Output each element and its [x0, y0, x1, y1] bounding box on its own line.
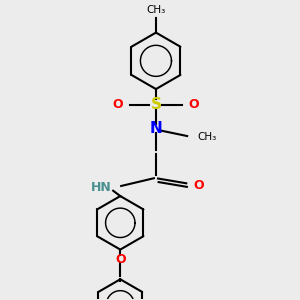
Text: O: O — [115, 253, 126, 266]
Text: S: S — [150, 97, 161, 112]
Text: N: N — [150, 121, 162, 136]
Text: O: O — [193, 179, 204, 192]
Text: O: O — [112, 98, 123, 111]
Text: CH₃: CH₃ — [198, 132, 217, 142]
Text: HN: HN — [91, 181, 111, 194]
Text: CH₃: CH₃ — [146, 5, 166, 15]
Text: O: O — [189, 98, 199, 111]
